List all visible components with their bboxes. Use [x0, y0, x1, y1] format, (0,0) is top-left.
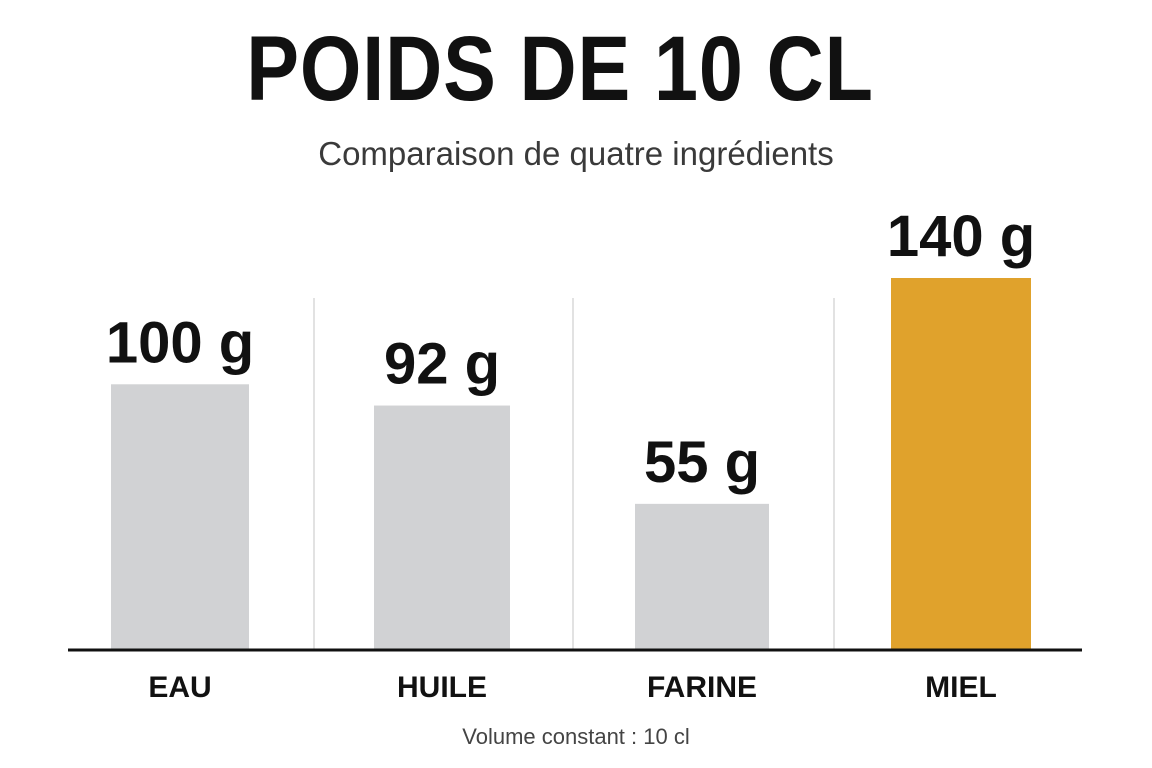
value-label: 92 g — [384, 332, 500, 397]
value-label: 55 g — [644, 430, 760, 495]
value-label: 100 g — [106, 310, 254, 375]
bar-miel — [891, 278, 1031, 650]
value-label: 140 g — [887, 204, 1035, 269]
category-label: MIEL — [925, 671, 997, 704]
category-label: HUILE — [397, 671, 487, 704]
category-label: EAU — [148, 671, 211, 704]
chart-subtitle: Comparaison de quatre ingrédients — [318, 135, 834, 172]
chart-title: POIDS DE 10 CL — [246, 18, 874, 120]
category-label: FARINE — [647, 671, 757, 704]
bar-eau — [111, 384, 249, 650]
bar-farine — [635, 503, 769, 650]
chart-footnote: Volume constant : 10 cl — [462, 724, 690, 749]
bar-huile — [374, 405, 510, 650]
